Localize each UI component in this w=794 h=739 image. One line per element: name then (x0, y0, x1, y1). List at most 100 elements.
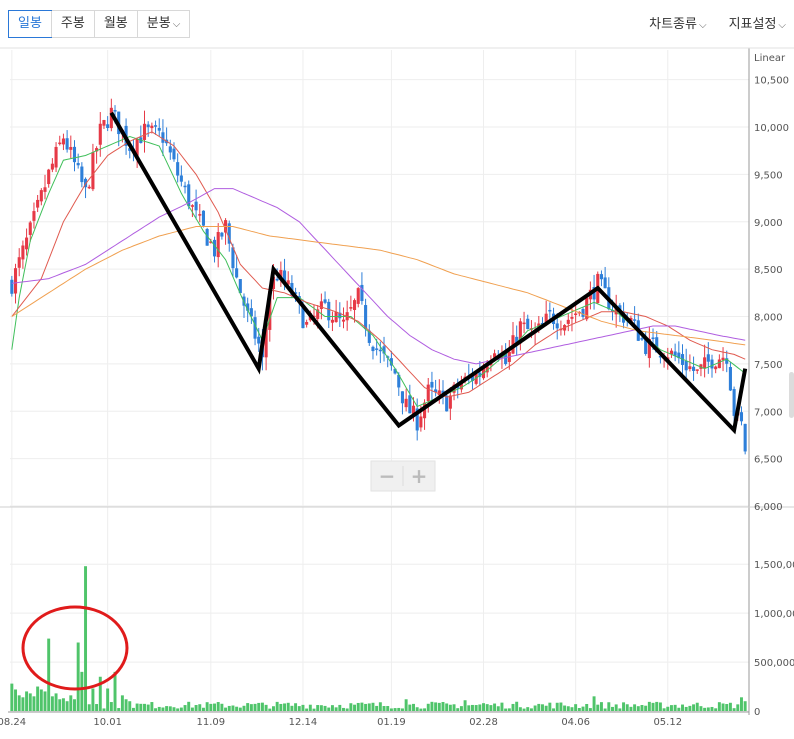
time-tick-label: 04.06 (561, 717, 590, 728)
candle-body (618, 305, 622, 311)
candle-body (592, 287, 596, 300)
candle-body (349, 307, 353, 309)
volume-bar (253, 703, 257, 711)
volume-bar (706, 707, 710, 711)
candle-body (574, 313, 578, 316)
candle-body (437, 390, 441, 395)
volume-bar (448, 704, 452, 711)
volume-bar (400, 708, 404, 711)
candle-body (246, 303, 250, 311)
volume-bar (76, 642, 80, 711)
candle-body (176, 162, 180, 176)
candle-body (187, 184, 191, 207)
candle-body (688, 366, 692, 370)
chart-type-dropdown[interactable]: 차트종류 ⌵ (649, 13, 706, 32)
candle-body (238, 279, 242, 294)
candle-body (695, 369, 699, 371)
candle-body (13, 268, 18, 294)
volume-bar (389, 708, 393, 711)
candle-body (364, 305, 368, 330)
volume-bar (334, 707, 338, 711)
volume-bar (73, 699, 76, 711)
volume-tick-label: 500,000 (754, 658, 794, 669)
volume-bar (566, 706, 570, 711)
candle-body (378, 349, 382, 352)
annotation-zigzag-line (109, 111, 748, 435)
volume-bar (367, 703, 371, 711)
indicator-settings-dropdown[interactable]: 지표설정 ⌵ (729, 13, 786, 32)
volume-bar (135, 703, 139, 711)
candle-body (275, 278, 279, 281)
candle-body (257, 336, 261, 344)
candle-body (80, 166, 84, 183)
volume-bar (611, 706, 614, 711)
toolbar-right-menu: 차트종류 ⌵ 지표설정 ⌵ (649, 13, 786, 32)
volume-bar (647, 701, 651, 711)
volume-bar (176, 708, 180, 711)
volume-bar (725, 704, 729, 711)
moving-average-line (11, 188, 746, 365)
tab-weekly[interactable]: 주봉 (50, 11, 94, 37)
candle-body (172, 148, 176, 160)
volume-bar (622, 702, 626, 711)
volume-bar (426, 703, 430, 711)
candle-body (227, 223, 231, 244)
volume-bar (238, 707, 242, 711)
zoom-out-button[interactable]: − (371, 461, 403, 491)
volume-bar (563, 705, 567, 711)
volume-tick-label: 1,000,000 (754, 609, 794, 620)
volume-bar (95, 704, 99, 711)
candle-body (522, 322, 526, 325)
candle-body (441, 390, 445, 394)
candle-body (470, 375, 475, 381)
candle-body (669, 350, 674, 355)
candle-body (47, 169, 51, 185)
volume-bar (308, 704, 312, 711)
volume-bar (732, 708, 736, 711)
candle-body (161, 132, 165, 143)
volume-bar (231, 705, 235, 711)
volume-bar (283, 703, 287, 711)
candle-body (61, 138, 65, 145)
volume-bar (98, 676, 102, 711)
candle-body (493, 353, 497, 358)
time-tick-label: 05.12 (653, 717, 682, 728)
candle-body (725, 358, 729, 364)
candle-body (721, 357, 725, 361)
scroll-handle[interactable] (789, 372, 794, 418)
volume-bar (268, 708, 272, 711)
volume-bar (264, 704, 268, 711)
volume-bar (692, 704, 696, 711)
candle-body (43, 187, 47, 192)
volume-bar (316, 705, 320, 711)
volume-bar (301, 704, 305, 711)
candle-body (17, 257, 21, 268)
volume-bar (511, 703, 515, 711)
volume-bar (257, 702, 261, 711)
zoom-in-button[interactable]: + (403, 461, 435, 491)
volume-bar (161, 707, 165, 711)
volume-bar (209, 703, 213, 711)
volume-bar (279, 703, 283, 711)
tab-monthly[interactable]: 월봉 (93, 11, 137, 37)
candle-body (599, 274, 603, 280)
volume-bar (673, 704, 677, 711)
candle-body (548, 309, 552, 312)
candle-body (677, 352, 681, 359)
candle-body (231, 247, 235, 269)
volume-bar (526, 707, 530, 711)
price-tick-label: 8,000 (754, 313, 783, 324)
volume-bar (688, 705, 692, 711)
candle-body (404, 398, 408, 408)
candle-body (426, 384, 430, 402)
volume-bar (143, 703, 146, 711)
volume-bar (529, 708, 533, 711)
volume-bar (478, 704, 482, 711)
tab-minute[interactable]: 분봉 ⌵ (136, 11, 190, 37)
volume-bar (113, 671, 117, 711)
volume-bar (585, 703, 589, 711)
volume-bar (349, 703, 353, 711)
volume-bar (246, 703, 250, 711)
volume-bar (213, 703, 216, 711)
